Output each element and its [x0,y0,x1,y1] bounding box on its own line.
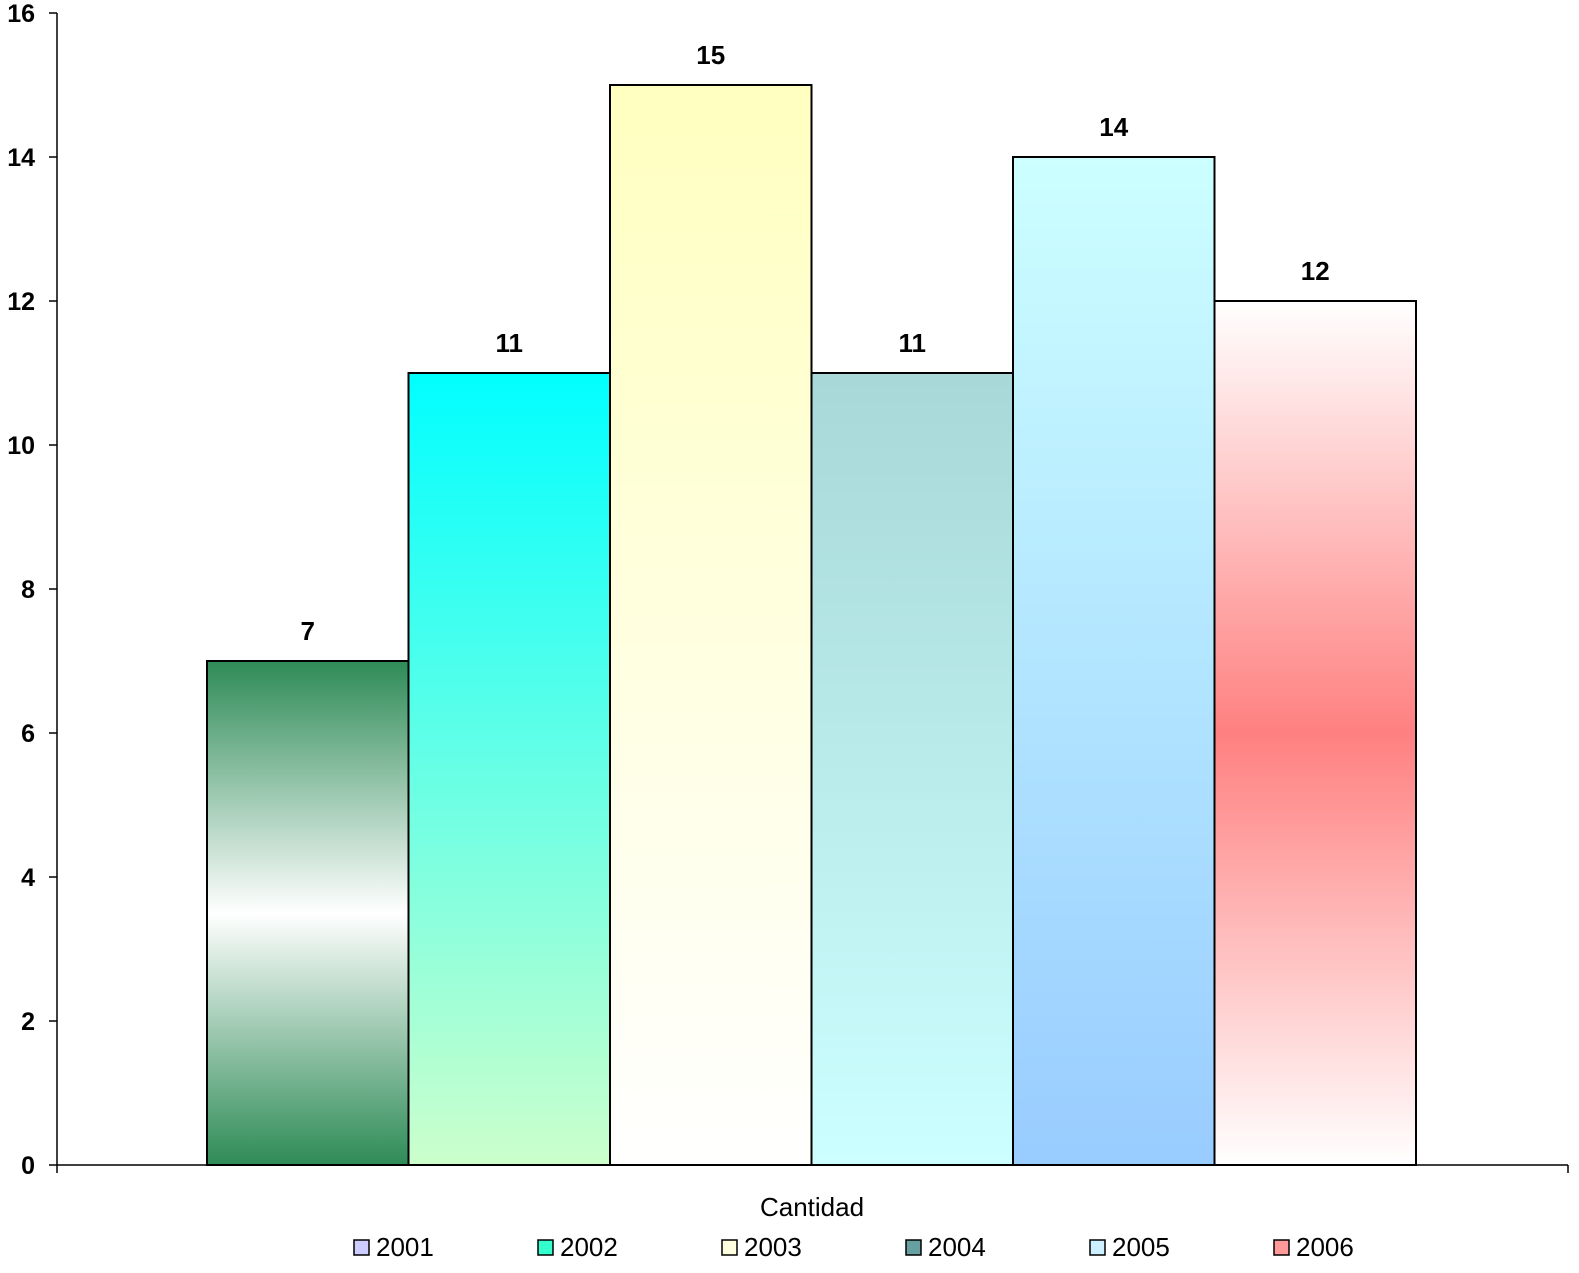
data-label-2005: 14 [1099,112,1128,142]
y-tick-label: 14 [7,144,35,172]
x-axis-title: Cantidad [760,1192,864,1222]
y-tick-label: 6 [21,720,35,748]
legend-swatch-2002 [537,1239,554,1256]
y-tick-label: 0 [21,1152,35,1180]
y-tick-label: 8 [21,576,35,604]
legend-swatch-2001 [353,1239,370,1256]
y-tick-label: 10 [7,432,35,460]
bar-2003 [609,84,813,1166]
data-label-2004: 11 [899,328,927,358]
legend-label-2003: 2003 [744,1232,802,1262]
data-label-2003: 15 [696,40,725,70]
y-tick-label: 4 [21,864,35,892]
axes-layer: 0 2 4 6 8 10 12 14 16 [7,0,1569,1180]
legend-label-2002: 2002 [560,1232,618,1262]
legend: 2001 2002 2003 2004 2005 2006 [353,1232,1354,1262]
legend-swatch-2004 [905,1239,922,1256]
legend-label-2004: 2004 [928,1232,986,1262]
bar-2001 [206,660,410,1166]
y-tick-label: 12 [7,288,35,316]
bar-2002 [407,372,611,1166]
data-label-2006: 12 [1301,256,1330,286]
legend-swatch-2006 [1273,1239,1290,1256]
bar-2004 [810,372,1014,1166]
legend-swatch-2003 [721,1239,738,1256]
bar-2005 [1012,156,1216,1166]
data-label-2001: 7 [301,616,315,646]
legend-label-2001: 2001 [376,1232,434,1262]
legend-swatch-2005 [1089,1239,1106,1256]
legend-label-2006: 2006 [1296,1232,1354,1262]
legend-label-2005: 2005 [1112,1232,1170,1262]
bars-layer [206,84,1417,1166]
data-labels-layer: 7 11 15 11 14 12 [301,40,1330,646]
y-tick-label: 2 [21,1008,35,1036]
data-label-2002: 11 [496,328,524,358]
bar-2006 [1213,300,1417,1166]
y-tick-label: 16 [7,0,35,28]
